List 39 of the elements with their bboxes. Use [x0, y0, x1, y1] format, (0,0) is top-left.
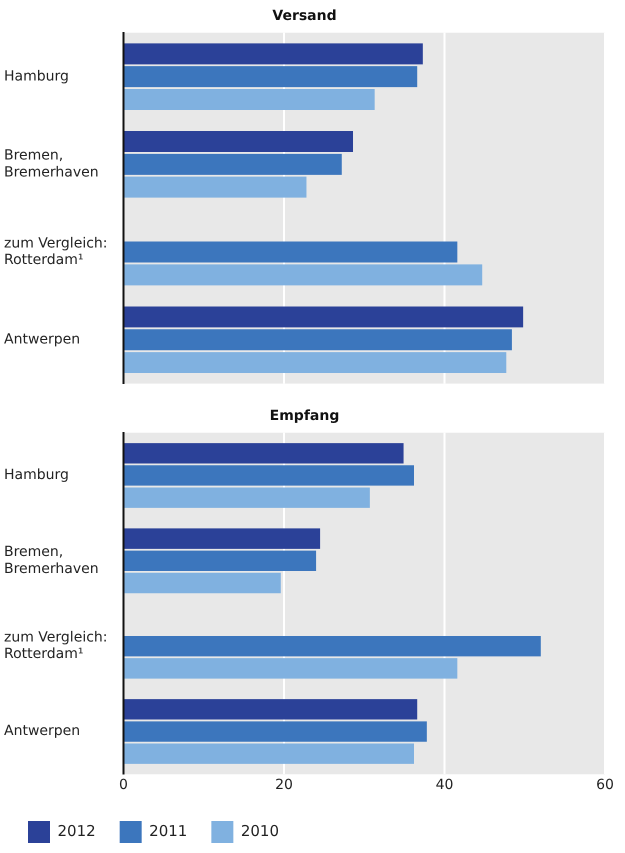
bar [124, 465, 414, 486]
y-tick-label: zum Vergleich: Rotterdam¹ [4, 629, 108, 662]
y-tick-label: Bremen, Bremerhaven [4, 148, 99, 180]
bar [124, 636, 541, 656]
y-tick-label: Hamburg [4, 467, 69, 484]
bar [124, 528, 320, 549]
bar [124, 131, 354, 152]
bar [124, 550, 316, 572]
bar [124, 176, 306, 198]
bar [124, 487, 370, 508]
x-tick-label: 0 [119, 777, 128, 794]
x-tick-label: 20 [275, 777, 293, 794]
bar [124, 264, 482, 286]
bar [124, 352, 506, 374]
bar [124, 744, 414, 764]
bar [124, 699, 418, 720]
bar [124, 572, 281, 594]
y-tick-label: Bremen, Bremerhaven [4, 544, 99, 577]
bar [124, 154, 342, 175]
bar [124, 721, 427, 742]
y-tick-label: zum Vergleich: Rotterdam¹ [4, 235, 108, 268]
bar [124, 306, 524, 328]
x-tick-label: 40 [436, 777, 454, 794]
legend-label: 2010 [240, 822, 280, 840]
bar [124, 443, 404, 464]
bar [124, 329, 512, 350]
bar [124, 66, 418, 88]
bar [124, 658, 458, 679]
bar [124, 43, 423, 64]
bar [124, 88, 375, 110]
x-tick-label: 60 [596, 777, 614, 794]
y-tick-label: Antwerpen [4, 723, 80, 740]
chart-title: Empfang [270, 408, 340, 424]
y-tick-label: Hamburg [4, 68, 69, 84]
legend-label: 2011 [149, 822, 188, 840]
legend-label: 2012 [58, 822, 96, 840]
bar [124, 242, 458, 263]
chart-title: Versand [272, 8, 337, 24]
y-tick-label: Antwerpen [4, 331, 80, 348]
